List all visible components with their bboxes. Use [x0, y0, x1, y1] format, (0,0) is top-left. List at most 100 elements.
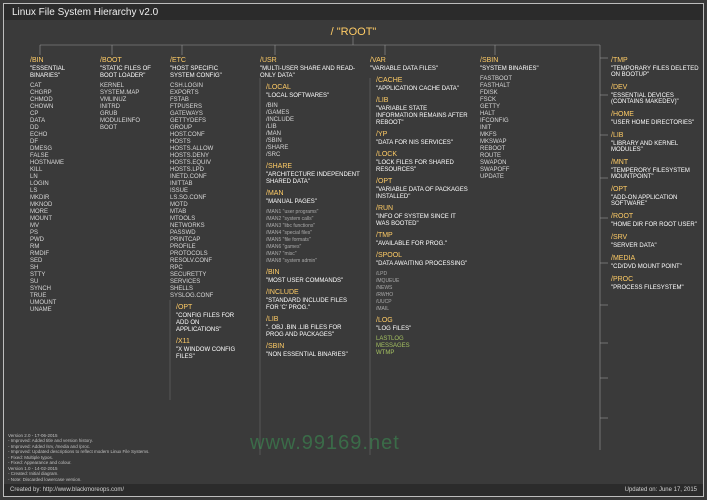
list-item: MODULEINFO	[100, 118, 162, 125]
list-item: CHGRP	[30, 90, 92, 97]
list-item: /INCLUDE	[266, 117, 360, 124]
list-item: MV	[30, 223, 92, 230]
list-item: /LPD	[376, 271, 470, 278]
list-item: MKDIR	[30, 195, 92, 202]
right-head: /ROOT	[611, 213, 701, 220]
col-etc: /ETC "HOST SPECIFIC SYSTEM CONFIG" CSH.L…	[170, 55, 242, 364]
list-item: HOSTS.LPD	[170, 167, 242, 174]
right-desc: "TEMPERORY FILESYSTEM MOUNTPOINT"	[611, 168, 701, 180]
sub-head: /INCLUDE	[266, 289, 360, 296]
sub-desc: "ARCHITECTURE INDEPENDENT SHARED DATA"	[266, 172, 360, 186]
list-item: RPC	[170, 265, 242, 272]
list-item: /BIN	[266, 103, 360, 110]
dir-head-etc: /ETC	[170, 57, 242, 64]
list-item: /NEWS	[376, 285, 470, 292]
right-entry: /HOME"USER HOME DIRECTORIES"	[611, 111, 701, 126]
right-head: /LIB	[611, 132, 701, 139]
bin-items: CATCHGRPCHMODCHOWNCPDATADDECHODFDMESGFAL…	[30, 83, 92, 314]
list-item: TRUE	[30, 293, 92, 300]
list-item: HOSTS.ALLOW	[170, 146, 242, 153]
list-item: BOOT	[100, 125, 162, 132]
list-item: RMDIF	[30, 251, 92, 258]
sub-desc: "LOG FILES"	[376, 326, 470, 333]
list-item: MTOOLS	[170, 216, 242, 223]
list-item: /MAN6 "games"	[266, 244, 360, 251]
list-item: SYSLOG.CONF	[170, 293, 242, 300]
list-item: GETTY	[480, 104, 550, 111]
list-item: CHOWN	[30, 104, 92, 111]
var-sub: /LIB"VARIABLE STATE INFORMATION REMAINS …	[376, 97, 470, 127]
list-item: /MAN8 "system admin"	[266, 258, 360, 265]
list-item: PS	[30, 230, 92, 237]
sub-desc: "DATA AWAITING PROCESSING"	[376, 261, 470, 268]
list-item: /MAN1 "user programs"	[266, 209, 360, 216]
list-item: GROUP	[170, 125, 242, 132]
list-item: CSH.LOGIN	[170, 83, 242, 90]
created-by: Created by: http://www.blackmoreops.com/	[10, 487, 124, 493]
list-item: UMOUNT	[30, 300, 92, 307]
col-usr: /USR "MULTI-USER SHARE AND READ-ONLY DAT…	[260, 55, 360, 362]
var-sub: /CACHE "APPLICATION CACHE DATA"	[376, 77, 470, 93]
right-entry: /TMP"TEMPORARY FILES DELETED ON BOOTUP"	[611, 57, 701, 78]
right-desc: "SERVER DATA"	[611, 243, 701, 249]
right-desc: "TEMPORARY FILES DELETED ON BOOTUP"	[611, 66, 701, 78]
list-item: /SHARE	[266, 145, 360, 152]
list-item: RM	[30, 244, 92, 251]
list-item: MOUNT	[30, 216, 92, 223]
right-head: /SRV	[611, 234, 701, 241]
list-item: LS	[30, 188, 92, 195]
list-item: /MAN2 "system calls"	[266, 216, 360, 223]
list-item: INITRD	[100, 104, 162, 111]
sub-desc: "APPLICATION CACHE DATA"	[376, 86, 470, 93]
list-item: SHELLS	[170, 286, 242, 293]
sub-desc: "LOCK FILES FOR SHARED RESOURCES"	[376, 160, 470, 174]
sub-head: /YP	[376, 131, 470, 138]
sbin-items: FASTBOOTFASTHALTFDISKFSCKGETTYHALTIFCONF…	[480, 76, 550, 181]
list-item: FSCK	[480, 97, 550, 104]
note-line: - Note: Discarded lowercase version.	[8, 477, 208, 483]
dir-head-var: /VAR	[370, 57, 470, 64]
var-sub: /LOCK"LOCK FILES FOR SHARED RESOURCES"	[376, 151, 470, 174]
sub-head: /SPOOL	[376, 252, 470, 259]
list-item: FSTAB	[170, 97, 242, 104]
list-item: MESSAGES	[376, 343, 470, 350]
sub-head: /RUN	[376, 205, 470, 212]
var-sub: /TMP"AVAILABLE FOR PROG."	[376, 232, 470, 248]
right-desc: "CD/DVD MOUNT POINT"	[611, 264, 701, 270]
list-item: FASTBOOT	[480, 76, 550, 83]
list-item: CP	[30, 111, 92, 118]
list-item: DD	[30, 125, 92, 132]
list-item: SWAPOFF	[480, 167, 550, 174]
list-item: HOST.CONF	[170, 132, 242, 139]
list-item: /GAMES	[266, 110, 360, 117]
list-item: HOSTNAME	[30, 160, 92, 167]
list-item: WTMP	[376, 350, 470, 357]
dir-desc-var: "VARIABLE DATA FILES"	[370, 66, 470, 73]
dir-desc-etc: "HOST SPECIFIC SYSTEM CONFIG"	[170, 66, 242, 80]
right-head: /PROC	[611, 276, 701, 283]
dir-desc-boot: "STATIC FILES OF BOOT LOADER"	[100, 66, 162, 80]
right-entry: /LIB"LIBRARY AND KERNEL MODULES"	[611, 132, 701, 153]
right-desc: "USER HOME DIRECTORIES"	[611, 120, 701, 126]
list-item: CHMOD	[30, 97, 92, 104]
list-item: FTPUSERS	[170, 104, 242, 111]
right-head: /MEDIA	[611, 255, 701, 262]
list-item: RESOLV.CONF	[170, 258, 242, 265]
list-item: SECURETTY	[170, 272, 242, 279]
list-item: REBOOT	[480, 146, 550, 153]
list-item: FDISK	[480, 90, 550, 97]
list-item: SYSTEM.MAP	[100, 90, 162, 97]
right-entry: /SRV "SERVER DATA"	[611, 234, 701, 249]
col-bin: /BIN "ESSENTIAL BINARIES" CATCHGRPCHMODC…	[30, 55, 92, 314]
col-sbin: /SBIN "SYSTEM BINARIES" FASTBOOTFASTHALT…	[480, 55, 550, 181]
list-item: /MAN	[266, 131, 360, 138]
sub-head: /CACHE	[376, 77, 470, 84]
sub-desc: "VARIABLE DATA OF PACKAGES INSTALLED"	[376, 187, 470, 201]
right-desc: "ADD-ON APPLICATION SOFTWARE"	[611, 195, 701, 207]
list-item: HALT	[480, 111, 550, 118]
list-item: FALSE	[30, 153, 92, 160]
sub-head: /LOCAL	[266, 84, 360, 91]
list-item: GETTYDEFS	[170, 118, 242, 125]
list-item: DATA	[30, 118, 92, 125]
list-item: VMLINUZ	[100, 97, 162, 104]
